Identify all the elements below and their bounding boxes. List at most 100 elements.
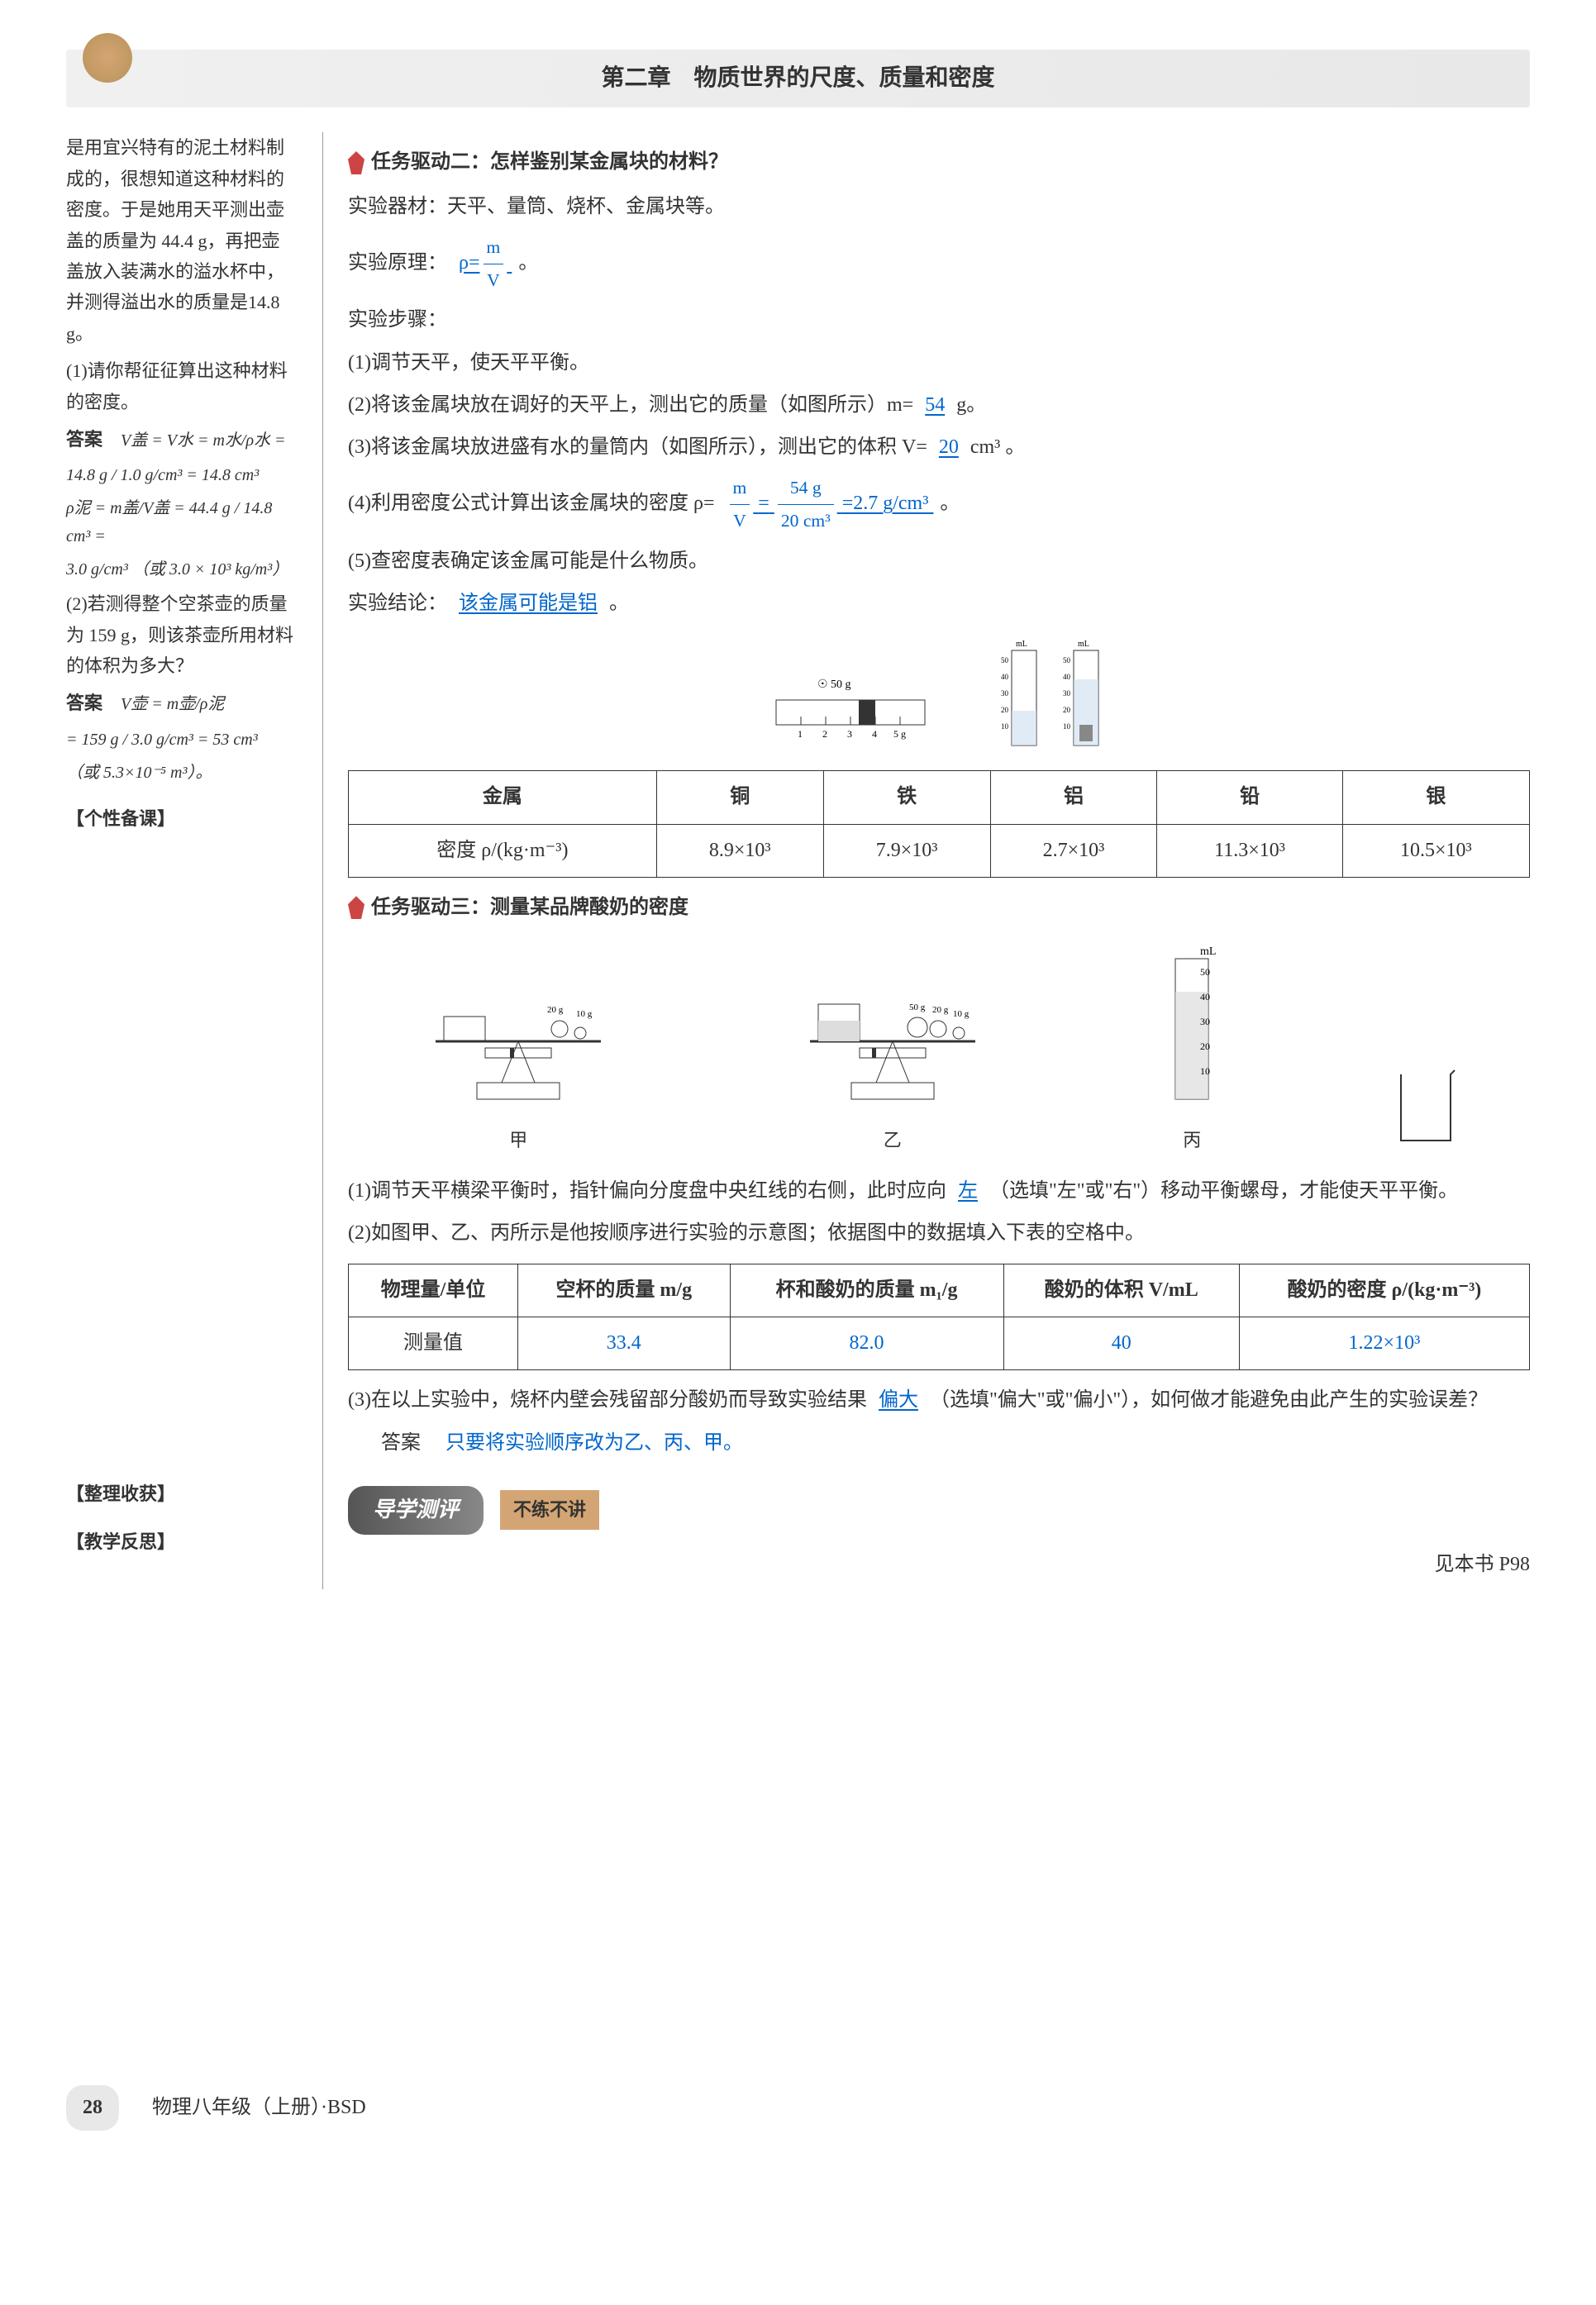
metal-1: 铁 <box>823 771 990 824</box>
density-2: 2.7×10³ <box>990 824 1157 877</box>
density-3: 11.3×10³ <box>1157 824 1342 877</box>
task3-step1-pre: (1)调节天平横梁平衡时，指针偏向分度盘中央红线的右侧，此时应向 <box>348 1180 946 1202</box>
svg-text:20 g: 20 g <box>547 1005 564 1015</box>
principle-label: 实验原理： <box>348 252 447 274</box>
task2-step2-pre: (2)将该金属块放在调好的天平上，测出它的质量（如图所示）m= <box>348 394 913 416</box>
chapter-header: 第二章 物质世界的尺度、质量和密度 <box>66 50 1530 107</box>
cylinder-before: mL 50 40 30 20 10 <box>999 638 1049 754</box>
density-col-metal: 金属 <box>349 771 657 824</box>
header-logo <box>83 33 132 83</box>
cylinders-wrap: mL 50 40 30 20 10 mL 50 40 30 <box>999 638 1111 754</box>
svg-text:mL: mL <box>1078 640 1089 649</box>
reflection-label: 【教学反思】 <box>66 1526 298 1557</box>
task3-header: 任务驱动三：测量某品牌酸奶的密度 <box>348 890 1530 926</box>
formula-1: V盖 = V水 = m水/ρ水 = <box>121 431 286 450</box>
task3-step3-post: （选填"偏大"或"偏小"），如何做才能避免由此产生的实验误差？ <box>930 1389 1488 1411</box>
answer-label-2: 答案 <box>66 693 102 713</box>
density-4: 10.5×10³ <box>1342 824 1529 877</box>
ruler-diagram: ☉ 50 g 1 2 3 4 5 g <box>768 675 933 741</box>
density-0: 8.9×10³ <box>656 824 823 877</box>
task3-step3-pre: (3)在以上实验中，烧杯内壁会残留部分酸奶而导致实验结果 <box>348 1389 867 1411</box>
yt-col1: 物理量/单位 <box>349 1264 518 1317</box>
density-1: 7.9×10³ <box>823 824 990 877</box>
content-wrapper: 是用宜兴特有的泥土材料制成的，很想知道这种材料的密度。于是她用天平测出壶盖的质量… <box>66 132 1530 1588</box>
yogurt-table: 物理量/单位 空杯的质量 m/g 杯和酸奶的质量 m₁/g 酸奶的体积 V/mL… <box>348 1264 1530 1370</box>
task2-step3-unit: cm³ 。 <box>970 436 1026 458</box>
svg-text:50 g: 50 g <box>909 1002 926 1012</box>
yt-v2: 40 <box>1003 1317 1239 1370</box>
page-reference: 见本书 P98 <box>348 1547 1530 1583</box>
formula-3: V壶 = m壶/ρ泥 <box>121 695 224 713</box>
personal-prep-label: 【个性备课】 <box>66 803 298 834</box>
svg-text:10: 10 <box>1200 1065 1210 1077</box>
eval-badge: 导学测评 <box>348 1486 484 1535</box>
sidebar-q2: (2)若测得整个空茶壶的质量为 159 g，则该茶壶所用材料的体积为多大？ <box>66 588 298 681</box>
task2-step2-ans: 54 <box>918 394 951 416</box>
balance-jia: 20 g 10 g <box>411 975 626 1107</box>
task2-step4-suffix: 。 <box>940 493 960 514</box>
formula-2: ρ泥 = m盖/V盖 = 44.4 g / 14.8 cm³ = <box>66 494 298 550</box>
label-yi: 乙 <box>785 1124 1000 1157</box>
metal-3: 铅 <box>1157 771 1342 824</box>
svg-text:4: 4 <box>872 728 877 740</box>
svg-text:50: 50 <box>1200 966 1210 978</box>
conclusion-label: 实验结论： <box>348 593 447 614</box>
svg-text:3: 3 <box>847 728 852 740</box>
ruler-diagram-wrap: ☉ 50 g 1 2 3 4 5 g <box>768 675 933 754</box>
equipment-label: 实验器材： <box>348 196 447 217</box>
svg-text:2: 2 <box>822 728 827 740</box>
equipment: 天平、量筒、烧杯、金属块等。 <box>447 196 725 217</box>
svg-text:10 g: 10 g <box>576 1009 593 1019</box>
task3-step3-ans: 偏大 <box>872 1389 925 1411</box>
beaker-empty <box>1384 1058 1467 1157</box>
chapter-title: 第二章 物质世界的尺度、质量和密度 <box>601 65 994 91</box>
svg-text:5 g: 5 g <box>893 728 906 740</box>
label-jia: 甲 <box>411 1124 626 1157</box>
cylinder-after: mL 50 40 30 20 10 <box>1061 638 1111 754</box>
book-info: 物理八年级（上册）·BSD <box>152 2090 366 2126</box>
sidebar-q1: (1)请你帮征征算出这种材料的密度。 <box>66 355 298 417</box>
eval-tag: 不练不讲 <box>500 1490 599 1530</box>
formula-3-alt: （或 5.3×10⁻⁵ m³）。 <box>66 759 298 787</box>
svg-text:30: 30 <box>1001 689 1009 698</box>
svg-text:50: 50 <box>1001 656 1009 664</box>
svg-text:10: 10 <box>1001 722 1009 731</box>
page-footer: 28 物理八年级（上册）·BSD <box>66 2085 1530 2131</box>
principle-formula: ρ=mV <box>452 252 518 274</box>
metal-0: 铜 <box>656 771 823 824</box>
metal-4: 银 <box>1342 771 1529 824</box>
yt-col5: 酸奶的密度 ρ/(kg·m⁻³) <box>1239 1264 1529 1317</box>
cylinder-bing: mL 50 40 30 20 10 <box>1159 942 1225 1107</box>
task3-step1-ans: 左 <box>951 1180 984 1202</box>
task3-answer: 只要将实验顺序改为乙、丙、甲。 <box>445 1432 743 1454</box>
answer-label-1: 答案 <box>66 429 102 450</box>
metal-2: 铝 <box>990 771 1157 824</box>
density-table: 金属 铜 铁 铝 铅 银 密度 ρ/(kg·m⁻³) 8.9×10³ 7.9×1… <box>348 770 1530 877</box>
task2-step3-pre: (3)将该金属块放进盛有水的量筒内（如图所示），测出它的体积 V= <box>348 436 927 458</box>
cylinder-bing-wrap: mL 50 40 30 20 10 丙 <box>1159 942 1225 1157</box>
svg-text:1: 1 <box>798 728 803 740</box>
svg-text:mL: mL <box>1016 640 1027 649</box>
task2-step3-ans: 20 <box>932 436 965 458</box>
yt-v0: 33.4 <box>518 1317 730 1370</box>
ruler-label: ☉ 50 g <box>817 679 851 691</box>
sidebar: 是用宜兴特有的泥土材料制成的，很想知道这种材料的密度。于是她用天平测出壶盖的质量… <box>66 132 298 1588</box>
yt-col4: 酸奶的体积 V/mL <box>1003 1264 1239 1317</box>
task2-step5: (5)查密度表确定该金属可能是什么物质。 <box>348 544 1530 579</box>
svg-text:20 g: 20 g <box>932 1005 949 1015</box>
task2-step4-formula: mV = 54 g20 cm³ =2.7 g/cm³ <box>720 493 941 514</box>
svg-text:mL: mL <box>1200 945 1216 958</box>
task2-step4-pre: (4)利用密度公式计算出该金属块的密度 ρ= <box>348 493 715 514</box>
balance-jia-wrap: 20 g 10 g 甲 <box>411 975 626 1157</box>
task3-title: 任务驱动三：测量某品牌酸奶的密度 <box>371 890 688 926</box>
balance-yi: 50 g 20 g 10 g <box>785 975 1000 1107</box>
task3-answer-label: 答案 <box>381 1432 421 1454</box>
formula-2-result: 3.0 g/cm³ （或 3.0 × 10³ kg/m³） <box>66 555 298 583</box>
task2-diagrams: ☉ 50 g 1 2 3 4 5 g mL 50 40 30 <box>348 638 1530 754</box>
yt-row-label: 测量值 <box>349 1317 518 1370</box>
task2-step2-unit: g。 <box>956 394 986 416</box>
yt-col2: 空杯的质量 m/g <box>518 1264 730 1317</box>
svg-text:20: 20 <box>1200 1041 1210 1052</box>
svg-text:10: 10 <box>1063 722 1071 731</box>
task2-step1: (1)调节天平，使天平平衡。 <box>348 345 1530 381</box>
